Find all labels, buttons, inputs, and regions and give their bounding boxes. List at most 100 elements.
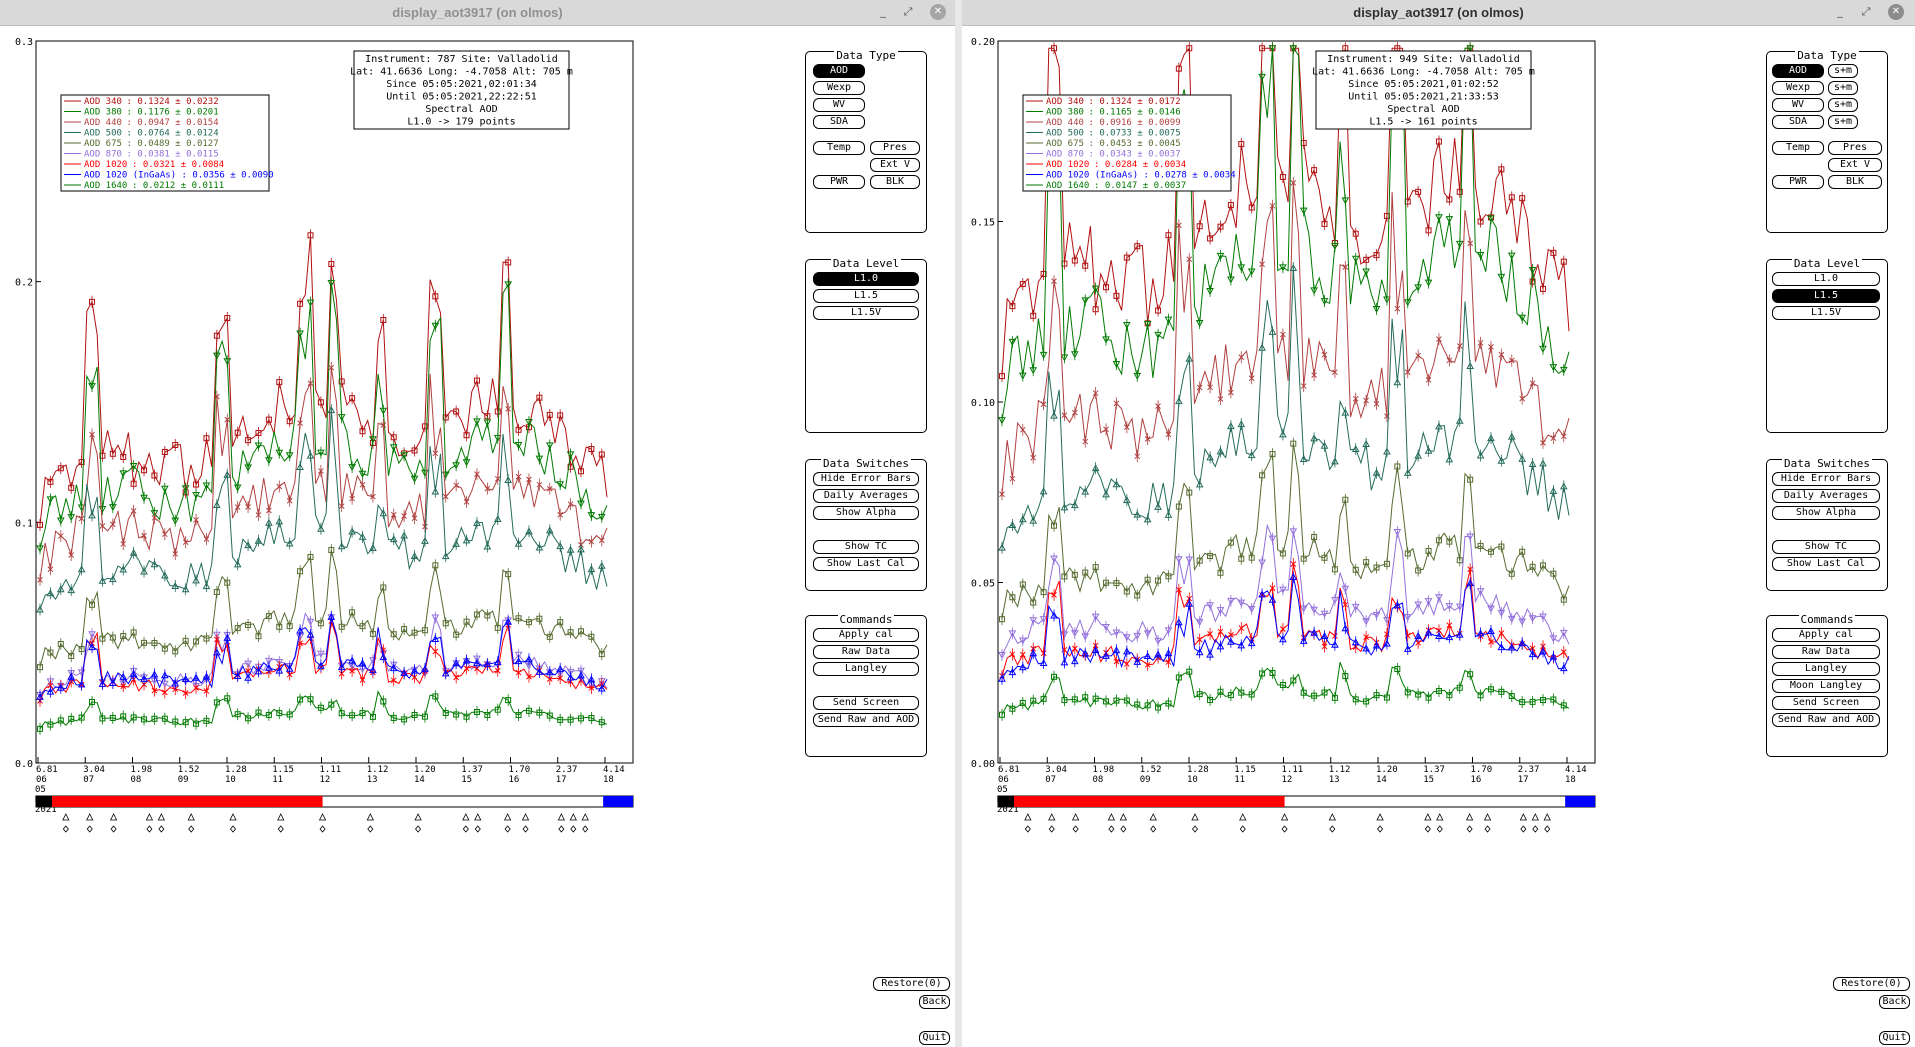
show-alpha-button[interactable]: Show Alpha [1772, 506, 1880, 520]
wexp-button[interactable]: Wexp [813, 81, 865, 95]
level-l15v-button[interactable]: L1.5V [813, 306, 919, 320]
title-bar[interactable]: display_aot3917 (on olmos) _ ⤢ ✕ [0, 0, 955, 26]
show-alpha-button[interactable]: Show Alpha [813, 506, 919, 520]
langley-button[interactable]: Langley [813, 662, 919, 676]
ext-v-button[interactable]: Ext V [1828, 158, 1882, 172]
daily-averages-button[interactable]: Daily Averages [1772, 489, 1880, 503]
level-l15-button[interactable]: L1.5 [813, 289, 919, 303]
data-point [1456, 343, 1463, 349]
data-point [1082, 694, 1089, 701]
restore-button[interactable]: Restore(0) [1833, 977, 1910, 991]
pwr-button[interactable]: PWR [813, 175, 865, 189]
aod-button[interactable]: AOD [1772, 64, 1824, 78]
data-point [1550, 696, 1557, 703]
data-point [1414, 601, 1422, 609]
data-point [1155, 577, 1162, 584]
sda-button[interactable]: SDA [1772, 115, 1824, 129]
data-point [286, 623, 293, 630]
temp-button[interactable]: Temp [1772, 141, 1824, 155]
apply-cal-button[interactable]: Apply cal [1772, 628, 1880, 642]
data-point [182, 690, 189, 696]
y-tick-label: 0.15 [971, 218, 995, 229]
data-point [338, 710, 345, 717]
aod-button[interactable]: AOD [813, 64, 865, 78]
wexp-sm-button[interactable]: s+m [1828, 81, 1858, 95]
quit-button[interactable]: Quit [919, 1031, 950, 1045]
data-point [1455, 416, 1464, 424]
back-button[interactable]: Back [1879, 995, 1910, 1009]
show-last-cal-button[interactable]: Show Last Cal [1772, 557, 1880, 571]
timeline-diamond [1024, 825, 1031, 833]
series-line [1001, 182, 1570, 495]
wv-sm-button[interactable]: s+m [1828, 98, 1858, 112]
data-point [432, 450, 439, 457]
data-point [89, 698, 96, 705]
send-raw-and-aod-button[interactable]: Send Raw and AOD [1772, 713, 1880, 727]
minimize-icon[interactable]: _ [880, 5, 886, 18]
maximize-icon[interactable]: ⤢ [1861, 5, 1871, 18]
data-point [1071, 696, 1078, 703]
data-point [151, 687, 158, 694]
langley-button[interactable]: Langley [1772, 662, 1880, 676]
timeline-diamond [1329, 825, 1336, 833]
show-tc-button[interactable]: Show TC [1772, 540, 1880, 554]
pres-button[interactable]: Pres [870, 141, 920, 155]
wv-button[interactable]: WV [1772, 98, 1824, 112]
sda-button[interactable]: SDA [813, 115, 865, 129]
data-point [379, 653, 388, 661]
back-button[interactable]: Back [919, 995, 950, 1009]
raw-data-button[interactable]: Raw Data [813, 645, 919, 659]
apply-cal-button[interactable]: Apply cal [813, 628, 919, 642]
show-tc-button[interactable]: Show TC [813, 540, 919, 554]
pwr-button[interactable]: PWR [1772, 175, 1824, 189]
level-l10-button[interactable]: L1.0 [1772, 272, 1880, 286]
data-point [1008, 338, 1017, 346]
hide-error-bars-button[interactable]: Hide Error Bars [1772, 472, 1880, 486]
hide-error-bars-button[interactable]: Hide Error Bars [813, 472, 919, 486]
blk-button[interactable]: BLK [870, 175, 920, 189]
data-point [307, 554, 314, 561]
timeline-diamond [158, 825, 165, 833]
title-bar[interactable]: display_aot3917 (on olmos) _ ⤢ ✕ [962, 0, 1915, 26]
ext-v-button[interactable]: Ext V [870, 158, 920, 172]
data-point [411, 674, 418, 680]
wexp-button[interactable]: Wexp [1772, 81, 1824, 95]
send-screen-button[interactable]: Send Screen [1772, 696, 1880, 710]
maximize-icon[interactable]: ⤢ [903, 5, 913, 18]
restore-button[interactable]: Restore(0) [873, 977, 950, 991]
wv-button[interactable]: WV [813, 98, 865, 112]
blk-button[interactable]: BLK [1828, 175, 1882, 189]
level-l15-button[interactable]: L1.5 [1772, 289, 1880, 303]
close-icon[interactable]: ✕ [1888, 4, 1904, 20]
data-point [1030, 599, 1037, 606]
data-point [1321, 643, 1328, 650]
data-point [587, 675, 596, 683]
raw-data-button[interactable]: Raw Data [1772, 645, 1880, 659]
level-l15v-button[interactable]: L1.5V [1772, 306, 1880, 320]
data-point [1165, 700, 1172, 707]
moon-langley-button[interactable]: Moon Langley [1772, 679, 1880, 693]
data-point [1071, 409, 1078, 416]
data-point [161, 448, 168, 455]
close-icon[interactable]: ✕ [930, 4, 946, 20]
show-last-cal-button[interactable]: Show Last Cal [813, 557, 919, 571]
timeline-triangle [62, 813, 70, 821]
daily-averages-button[interactable]: Daily Averages [813, 489, 919, 503]
data-point [337, 542, 346, 550]
data-point [1060, 354, 1069, 362]
data-point [587, 565, 596, 573]
temp-button[interactable]: Temp [813, 141, 865, 155]
timeline-diamond [1150, 825, 1157, 833]
quit-button[interactable]: Quit [1879, 1031, 1910, 1045]
aod-sm-button[interactable]: s+m [1828, 64, 1858, 78]
minimize-icon[interactable]: _ [1837, 5, 1843, 18]
send-screen-button[interactable]: Send Screen [813, 696, 919, 710]
level-l10-button[interactable]: L1.0 [813, 272, 919, 286]
sda-sm-button[interactable]: s+m [1828, 115, 1858, 129]
data-point [514, 657, 523, 665]
send-raw-and-aod-button[interactable]: Send Raw and AOD [813, 713, 919, 727]
pres-button[interactable]: Pres [1828, 141, 1882, 155]
data-point [1154, 637, 1162, 645]
timeline-triangle [157, 813, 166, 821]
x-tick-hour: 18 [603, 775, 614, 785]
